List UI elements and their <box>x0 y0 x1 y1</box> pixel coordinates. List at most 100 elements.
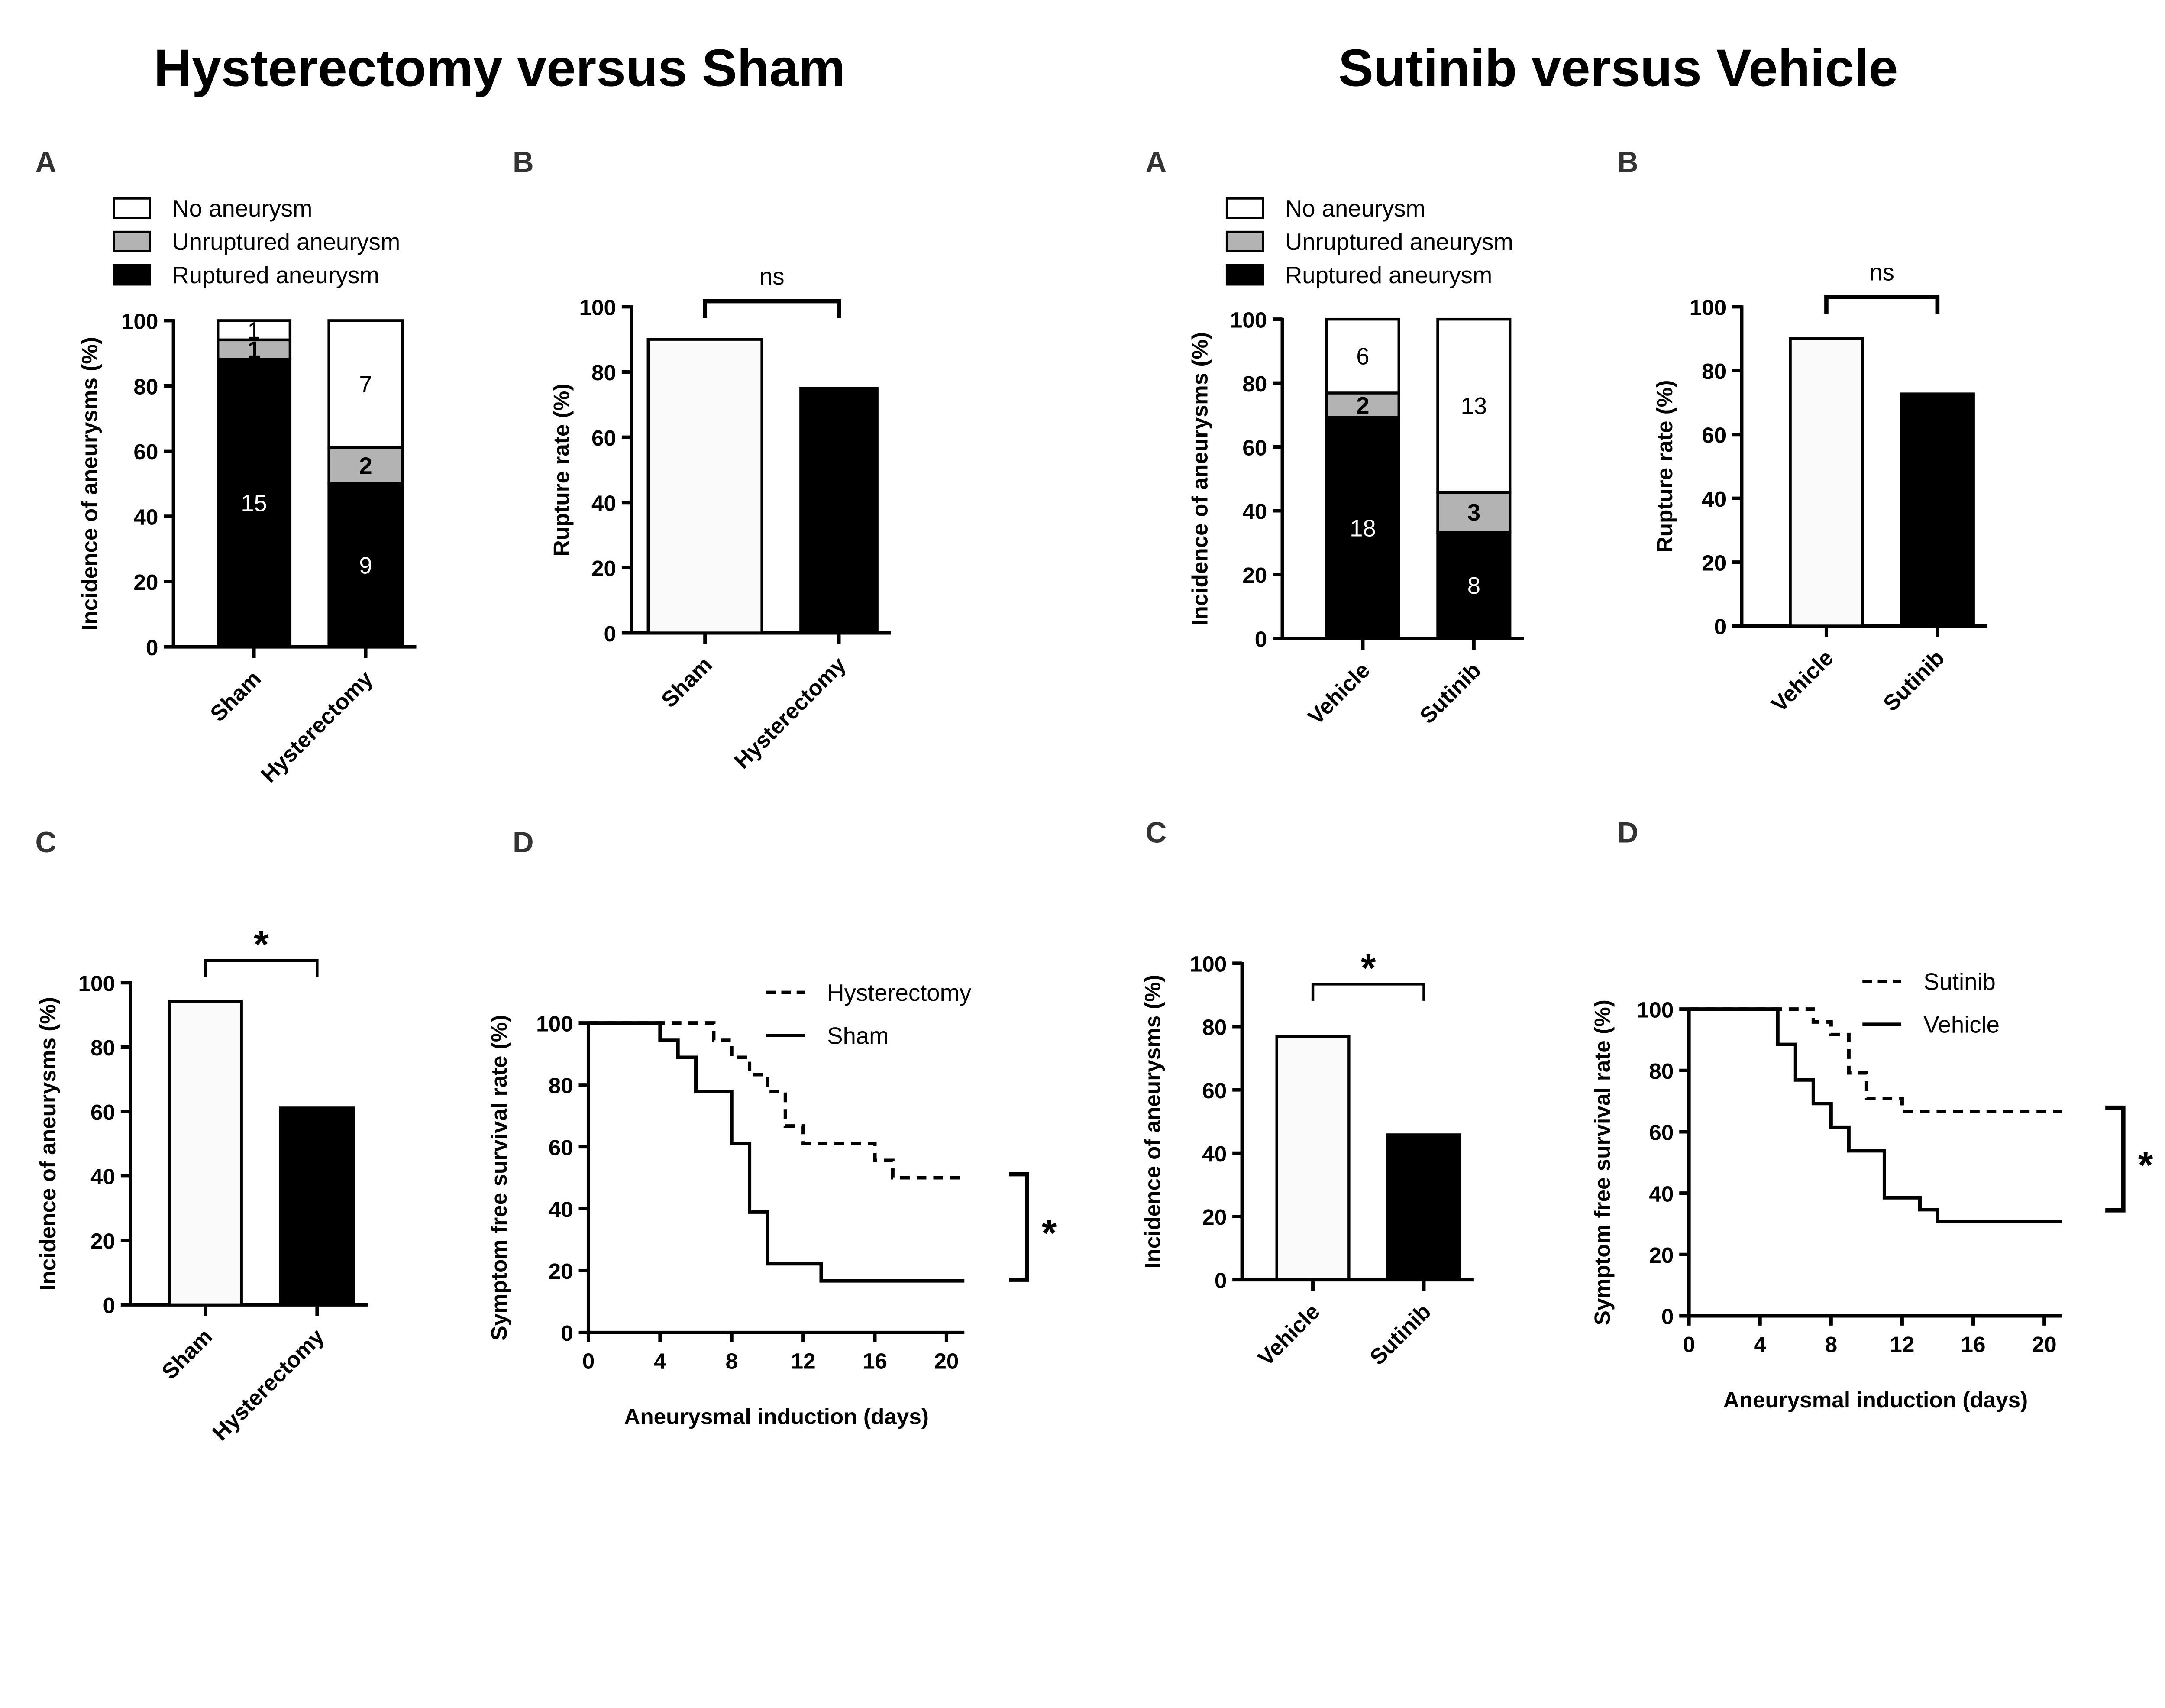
significance-label: * <box>254 923 269 967</box>
significance-label: * <box>1361 947 1376 990</box>
segment-count-label: 18 <box>1350 515 1376 542</box>
legend-label: Ruptured aneurysm <box>172 262 379 288</box>
legend-label: Hysterectomy <box>827 980 972 1006</box>
significance-label: ns <box>1869 259 1894 285</box>
segment-count-label: 2 <box>1356 392 1369 419</box>
panel-letter: C <box>35 826 56 859</box>
x-tick-label: 8 <box>725 1349 738 1373</box>
bar <box>168 1000 243 1307</box>
bar <box>1900 392 1975 628</box>
y-tick-label: 100 <box>536 1011 573 1036</box>
y-tick-label: 0 <box>103 1293 116 1318</box>
bar-segment-ruptured-aneurysm <box>327 482 404 648</box>
significance-bracket <box>204 959 319 977</box>
x-tick-label: 12 <box>1890 1332 1914 1357</box>
segment-count-label: 1 <box>247 317 260 344</box>
segment-count-label: 9 <box>359 553 372 579</box>
y-tick-label: 20 <box>1242 563 1267 588</box>
significance-label: ns <box>759 263 785 290</box>
survival-curve-vehicle <box>1689 1007 2062 1223</box>
y-axis-label: Rupture rate (%) <box>1652 380 1677 553</box>
legend-swatch <box>113 197 151 219</box>
y-tick-label: 0 <box>604 621 617 646</box>
y-axis-label: Symptom free survival rate (%) <box>1590 1000 1615 1325</box>
panel-letter: B <box>513 146 534 178</box>
x-tick-label: 16 <box>863 1349 887 1373</box>
y-axis-label: Incidence of aneurysms (%) <box>1140 975 1165 1268</box>
x-tick-label: 0 <box>1683 1332 1695 1357</box>
y-tick-label: 80 <box>1202 1015 1227 1040</box>
legend-label: No aneurysm <box>172 195 312 222</box>
significance-bracket <box>1311 983 1425 1001</box>
segment-count-label: 15 <box>241 490 267 517</box>
bar-segment-no-aneurysm <box>327 319 404 449</box>
y-tick-label: 20 <box>90 1229 115 1253</box>
x-tick-label: 8 <box>1825 1332 1838 1357</box>
y-tick-label: 0 <box>1661 1304 1674 1329</box>
y-tick-label: 60 <box>1702 423 1726 447</box>
significance-bracket <box>1824 295 1940 314</box>
y-tick-label: 0 <box>1255 627 1267 652</box>
legend-label: Unruptured aneurysm <box>172 229 400 255</box>
y-tick-label: 0 <box>1215 1268 1227 1293</box>
survival-curve-sham <box>588 1021 965 1283</box>
y-tick-label: 20 <box>1702 550 1726 575</box>
y-tick-label: 80 <box>90 1035 115 1060</box>
x-axis-label: Aneurysmal induction (days) <box>624 1404 929 1429</box>
y-tick-label: 80 <box>1649 1059 1674 1084</box>
segment-count-label: 3 <box>1467 499 1480 526</box>
legend-label: Sutinib <box>1923 968 1996 995</box>
x-tick-label: 20 <box>934 1349 959 1373</box>
bar <box>279 1106 355 1307</box>
x-tick-label: 20 <box>2032 1332 2057 1357</box>
x-tick-label: 4 <box>1754 1332 1766 1357</box>
survival-curve-sutinib <box>1689 1007 2062 1113</box>
significance-bracket <box>2105 1105 2126 1213</box>
panel-letter: D <box>513 826 534 859</box>
y-tick-label: 40 <box>1702 487 1726 511</box>
panel-letter: A <box>35 146 56 178</box>
legend-label: No aneurysm <box>1285 195 1425 222</box>
y-tick-label: 100 <box>78 971 115 996</box>
panel-letter: B <box>1617 146 1638 178</box>
bar-segment-no-aneurysm <box>1325 317 1400 395</box>
y-axis-label: Symptom free survival rate (%) <box>487 1015 511 1340</box>
y-tick-label: 40 <box>549 1197 573 1222</box>
bar <box>1275 1035 1351 1281</box>
y-axis-label: Incidence of aneurysms (%) <box>77 337 102 631</box>
legend-label: Ruptured aneurysm <box>1285 262 1492 288</box>
significance-label: * <box>2138 1144 2153 1187</box>
panel-letter: A <box>1146 146 1167 178</box>
legend-swatch <box>1225 264 1264 286</box>
y-tick-label: 60 <box>133 440 158 464</box>
survival-curve-hysterectomy <box>588 1021 965 1180</box>
x-tick-label: 12 <box>791 1349 816 1373</box>
figure-title-left: Hysterectomy versus Sham <box>154 39 846 97</box>
y-tick-label: 60 <box>591 426 616 450</box>
y-tick-label: 60 <box>1242 435 1267 460</box>
y-tick-label: 0 <box>146 635 158 660</box>
y-tick-label: 100 <box>1690 295 1727 320</box>
bar <box>1789 337 1864 628</box>
y-tick-label: 80 <box>549 1073 573 1098</box>
panel-letter: C <box>1146 817 1167 849</box>
figure: Hysterectomy versus Sham Sutinib versus … <box>35 38 2153 1446</box>
significance-bracket <box>1009 1172 1029 1282</box>
y-tick-label: 40 <box>1202 1142 1227 1166</box>
y-tick-label: 100 <box>1637 997 1674 1022</box>
bar-segment-ruptured-aneurysm <box>216 358 292 648</box>
y-tick-label: 80 <box>591 360 616 385</box>
legend-swatch <box>1225 230 1264 252</box>
y-tick-label: 80 <box>133 374 158 399</box>
y-tick-label: 40 <box>591 491 616 515</box>
y-tick-label: 20 <box>549 1259 573 1284</box>
bar-segment-no-aneurysm <box>1436 317 1512 494</box>
bar-segment-unruptured-aneurysm <box>1436 491 1512 534</box>
y-tick-label: 80 <box>1242 372 1267 396</box>
y-tick-label: 0 <box>1714 615 1727 639</box>
legend-label: Vehicle <box>1923 1012 2000 1038</box>
bar-segment-unruptured-aneurysm <box>327 446 404 485</box>
y-tick-label: 60 <box>1649 1120 1674 1145</box>
legend-swatch <box>1225 197 1264 219</box>
